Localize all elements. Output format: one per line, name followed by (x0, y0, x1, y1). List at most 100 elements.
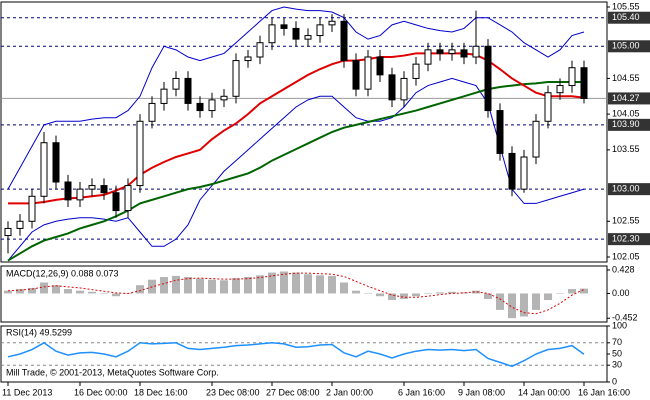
y-tick-label: 103.55 (612, 144, 640, 154)
macd-bar (520, 293, 528, 317)
level-label: 103.90 (612, 119, 640, 129)
level-box (608, 233, 650, 246)
candle-body (148, 102, 156, 122)
macd-bar (436, 292, 444, 294)
y-tick-label: 50 (612, 348, 622, 358)
candle-body (64, 181, 72, 201)
candle-body (52, 142, 60, 183)
macd-bar (412, 293, 420, 297)
macd-bar (304, 274, 312, 294)
x-tick-label: 23 Dec 08:00 (206, 387, 260, 397)
y-tick-label: -0.452 (612, 313, 638, 323)
panel-label: RSI(14) 49.5299 (6, 327, 72, 337)
candle-body (220, 95, 228, 101)
candle-body (136, 120, 144, 187)
candle-body (292, 27, 300, 40)
candle-body (172, 77, 180, 90)
macd-bar (424, 293, 432, 294)
indicator-line (7, 6, 585, 190)
macd-bar (196, 278, 204, 294)
candle-body (400, 77, 408, 101)
macd-bar (220, 280, 228, 294)
rsi-line (7, 341, 585, 368)
macd-bar (388, 293, 396, 301)
macd-bar (496, 293, 504, 310)
x-tick-label: 27 Dec 08:00 (266, 387, 320, 397)
macd-bar (76, 290, 84, 294)
macd-bar (400, 293, 408, 299)
macd-bar (208, 279, 216, 294)
macd-bar (556, 293, 564, 294)
indicator-line (7, 81, 584, 262)
candle-body (76, 188, 84, 201)
y-tick-label: 0 (612, 376, 617, 386)
y-tick-label: 104.55 (612, 73, 640, 83)
y-tick-label: 30 (612, 360, 622, 370)
macd-bar (268, 272, 276, 294)
candle-body (160, 88, 168, 104)
macd-bar (460, 292, 468, 294)
candle-body (496, 110, 504, 154)
candle-body (436, 49, 444, 54)
candle-body (508, 152, 516, 190)
macd-bar (568, 289, 576, 294)
macd-bar (280, 271, 288, 294)
candle-body (448, 49, 456, 54)
candle-body (364, 56, 372, 90)
copyright: Mill Trade, © 2001-2013, MetaQuotes Soft… (6, 367, 219, 377)
macd-bar (580, 288, 588, 294)
candle-body (280, 24, 288, 29)
macd-bar (4, 290, 12, 294)
macd-bar (508, 293, 516, 319)
candle-body (124, 185, 132, 212)
y-tick-label: 0.00 (612, 288, 630, 298)
macd-bar (160, 276, 168, 294)
macd-bar (328, 275, 336, 294)
candle-body (88, 185, 96, 190)
macd-bar (28, 287, 36, 294)
panel-label: MACD(12,26,9) 0.088 0.073 (6, 268, 119, 278)
candle-body (580, 67, 588, 99)
macd-bar (112, 293, 120, 297)
level-label: 105.40 (612, 12, 640, 22)
level-box (608, 40, 650, 53)
macd-bar (340, 282, 348, 294)
level-label: 103.00 (612, 184, 640, 194)
macd-bar (52, 285, 60, 294)
panel-frame (0, 265, 608, 323)
candle-body (328, 20, 336, 26)
macd-bar (232, 278, 240, 294)
candle-body (304, 35, 312, 40)
y-tick-label: 102.05 (612, 251, 640, 261)
candle-body (388, 74, 396, 101)
x-tick-label: 16 Dec 00:00 (74, 387, 128, 397)
candle-body (100, 185, 108, 194)
indicator-line (7, 77, 585, 261)
candle-body (268, 24, 276, 44)
macd-bar (88, 291, 96, 294)
candle-body (460, 49, 468, 58)
macd-bar (136, 285, 144, 294)
candle-body (340, 20, 348, 62)
macd-bar (244, 276, 252, 294)
macd-bar (448, 291, 456, 294)
candle-body (352, 60, 360, 90)
macd-bar (40, 282, 48, 294)
level-label: 102.30 (612, 234, 640, 244)
candle-body (556, 85, 564, 94)
y-tick-label: 0.428 (612, 264, 635, 274)
macd-bar (184, 276, 192, 294)
candle-body (4, 227, 12, 237)
panel-frame (0, 1, 608, 263)
macd-bar (172, 275, 180, 294)
candle-body (316, 24, 324, 37)
candle-body (112, 192, 120, 212)
candle-body (208, 99, 216, 112)
x-tick-label: 2 Jan 00:00 (326, 387, 373, 397)
level-label: 105.00 (612, 41, 640, 51)
y-tick-label: 70 (612, 337, 622, 347)
x-tick-label: 14 Jan 00:00 (518, 387, 570, 397)
candle-body (424, 49, 432, 65)
macd-bar (484, 293, 492, 299)
